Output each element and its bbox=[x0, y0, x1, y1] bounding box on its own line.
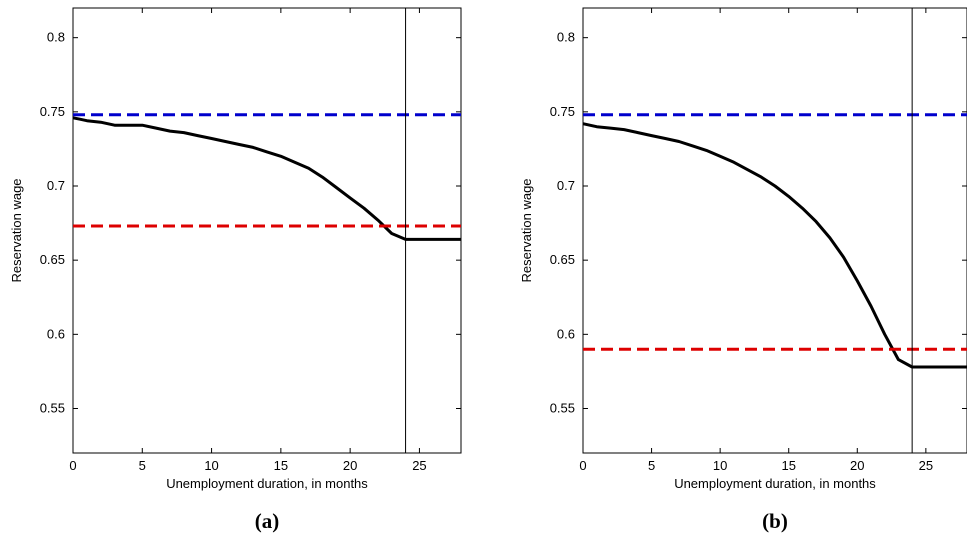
chart-panel-1: 0 5 10 15 20 25 0.55 0.6 0.65 0.7 0.75 0.8 Unemploym… bbox=[9, 7, 462, 533]
y-tick-label: 0.65 bbox=[550, 252, 575, 267]
y-tick-label: 0.75 bbox=[550, 104, 575, 119]
reservation-wage-line bbox=[582, 122, 967, 369]
x-tick-label: 20 bbox=[343, 458, 357, 473]
y-tick-label: 0.75 bbox=[40, 104, 65, 119]
x-tick-label: 20 bbox=[850, 458, 864, 473]
y-tick-label: 0.7 bbox=[557, 178, 575, 193]
y-tick-label: 0.8 bbox=[557, 30, 575, 45]
x-tick-label: 5 bbox=[139, 458, 146, 473]
y-tick-label: 0.55 bbox=[40, 401, 65, 416]
x-tick-label: 25 bbox=[919, 458, 933, 473]
plot-area bbox=[582, 7, 967, 454]
y-axis-label: Reservation wage bbox=[519, 178, 534, 282]
x-tick-label: 25 bbox=[412, 458, 426, 473]
y-tick-label: 0.6 bbox=[557, 326, 575, 341]
panel-caption: (b) bbox=[762, 509, 788, 533]
panel-caption: (a) bbox=[255, 509, 280, 533]
reservation-wage-line bbox=[72, 116, 461, 241]
x-axis-label: Unemployment duration, in months bbox=[674, 476, 876, 491]
y-tick-label: 0.65 bbox=[40, 252, 65, 267]
y-tick-label: 0.55 bbox=[550, 401, 575, 416]
x-tick-label: 15 bbox=[781, 458, 795, 473]
x-tick-label: 15 bbox=[274, 458, 288, 473]
x-tick-label: 10 bbox=[713, 458, 727, 473]
x-tick-label: 10 bbox=[204, 458, 218, 473]
y-axis-label: Reservation wage bbox=[9, 178, 24, 282]
x-tick-label: 5 bbox=[648, 458, 655, 473]
y-tick-label: 0.8 bbox=[47, 30, 65, 45]
x-tick-label: 0 bbox=[69, 458, 76, 473]
x-axis-label: Unemployment duration, in months bbox=[166, 476, 368, 491]
y-tick-label: 0.6 bbox=[47, 326, 65, 341]
y-tick-label: 0.7 bbox=[47, 178, 65, 193]
plot-area bbox=[72, 7, 462, 454]
x-tick-label: 0 bbox=[579, 458, 586, 473]
chart-panel-2: 0 5 10 15 20 25 0.55 0.6 0.65 0.7 0.75 0.8 Unemploym… bbox=[519, 7, 967, 533]
